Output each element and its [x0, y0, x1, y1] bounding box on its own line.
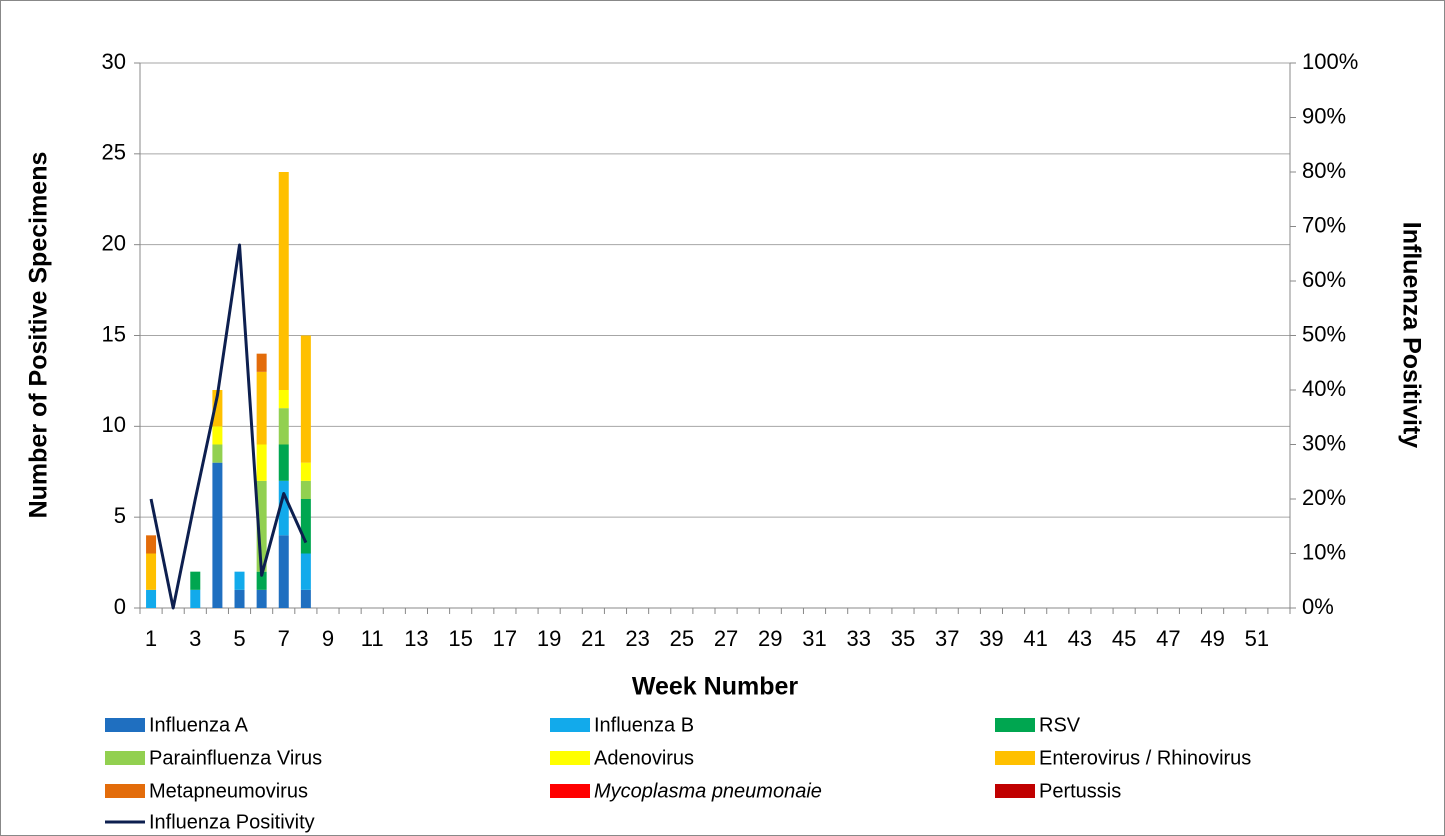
y2-tick-label: 20%: [1302, 485, 1346, 510]
y-axis-title: Number of Positive Specimens: [25, 152, 53, 519]
y2-tick-label: 50%: [1302, 321, 1346, 346]
y-tick-label: 10: [102, 412, 126, 437]
y-tick-label: 0: [114, 594, 126, 619]
bar-segment: [256, 353, 267, 372]
y-tick-label: 15: [102, 321, 126, 346]
x-tick-label: 33: [847, 626, 871, 651]
bar-segment: [256, 571, 267, 590]
x-tick-label: 31: [802, 626, 826, 651]
legend-swatch: [105, 751, 145, 765]
y2-tick-label: 30%: [1302, 430, 1346, 455]
legend-label: Influenza A: [149, 714, 249, 736]
legend-swatch: [995, 751, 1035, 765]
x-tick-label: 51: [1245, 626, 1269, 651]
x-tick-label: 9: [322, 626, 334, 651]
bar-segment: [300, 553, 311, 590]
bar-segment: [278, 172, 289, 390]
legend-label: RSV: [1039, 714, 1081, 736]
bar-segment: [256, 371, 267, 445]
bar-segment: [190, 589, 201, 608]
x-tick-label: 43: [1068, 626, 1092, 651]
legend-swatch: [550, 751, 590, 765]
y2-tick-label: 10%: [1302, 539, 1346, 564]
x-tick-label: 45: [1112, 626, 1136, 651]
x-tick-label: 1: [145, 626, 157, 651]
y2-tick-label: 100%: [1302, 49, 1358, 74]
legend-label: Enterovirus / Rhinovirus: [1039, 747, 1251, 769]
x-tick-label: 15: [448, 626, 472, 651]
bar-segment: [234, 589, 245, 608]
bar-segment: [278, 390, 289, 409]
y-tick-label: 30: [102, 49, 126, 74]
legend-label: Influenza B: [594, 714, 694, 736]
bar-segment: [212, 390, 223, 427]
legend-swatch: [995, 784, 1035, 798]
legend-label: Metapneumovirus: [149, 780, 308, 802]
legend-label: Adenovirus: [594, 747, 694, 769]
x-tick-label: 39: [979, 626, 1003, 651]
legend-label: Mycoplasma pneumonaie: [594, 780, 822, 802]
x-tick-label: 7: [278, 626, 290, 651]
y2-tick-label: 60%: [1302, 267, 1346, 292]
bar-segment: [300, 589, 311, 608]
x-tick-label: 13: [404, 626, 428, 651]
y2-tick-label: 0%: [1302, 594, 1334, 619]
bar-segment: [234, 571, 245, 590]
y-tick-label: 5: [114, 503, 126, 528]
x-tick-label: 17: [493, 626, 517, 651]
bar-segment: [212, 444, 223, 463]
bar-segment: [212, 426, 223, 445]
y-tick-label: 20: [102, 230, 126, 255]
legend-swatch: [995, 718, 1035, 732]
bar-segment: [278, 480, 289, 536]
y2-tick-label: 80%: [1302, 158, 1346, 183]
line-series: [149, 243, 308, 610]
x-tick-label: 49: [1200, 626, 1224, 651]
y2-tick-label: 90%: [1302, 103, 1346, 128]
y2-axis-title: Influenza Positivity: [1397, 222, 1425, 449]
bar-segment: [278, 444, 289, 481]
x-tick-label: 29: [758, 626, 782, 651]
bar-segment: [146, 553, 157, 590]
legend-label: Parainfluenza Virus: [149, 747, 322, 769]
x-tick-label: 3: [189, 626, 201, 651]
y-tick-label: 25: [102, 140, 126, 165]
legend-swatch: [550, 784, 590, 798]
x-tick-label: 21: [581, 626, 605, 651]
bar-segment: [256, 444, 267, 481]
bar-segment: [190, 571, 201, 590]
x-tick-label: 23: [625, 626, 649, 651]
bar-segment: [212, 462, 223, 608]
bar-segment: [146, 589, 157, 608]
x-axis-title: Week Number: [632, 673, 799, 701]
bar-segment: [146, 535, 157, 554]
x-tick-label: 19: [537, 626, 561, 651]
legend-swatch: [105, 718, 145, 732]
legend-swatch: [105, 784, 145, 798]
x-tick-label: 25: [670, 626, 694, 651]
y2-tick-label: 70%: [1302, 212, 1346, 237]
x-tick-label: 5: [233, 626, 245, 651]
bar-segment: [300, 335, 311, 463]
y2-tick-label: 40%: [1302, 376, 1346, 401]
x-tick-label: 37: [935, 626, 959, 651]
bar-segment: [256, 589, 267, 608]
legend-label: Pertussis: [1039, 780, 1121, 802]
bar-segment: [278, 408, 289, 445]
x-tick-label: 41: [1023, 626, 1047, 651]
bar-segment: [300, 462, 311, 481]
x-tick-label: 11: [361, 626, 384, 651]
bar-segment: [300, 499, 311, 554]
bar-segment: [256, 480, 267, 572]
legend-label: Influenza Positivity: [149, 811, 315, 833]
bar-segment: [278, 535, 289, 608]
legend-swatch: [550, 718, 590, 732]
bar-segment: [300, 480, 311, 499]
x-tick-label: 47: [1156, 626, 1180, 651]
x-tick-label: 27: [714, 626, 738, 651]
x-tick-label: 35: [891, 626, 915, 651]
